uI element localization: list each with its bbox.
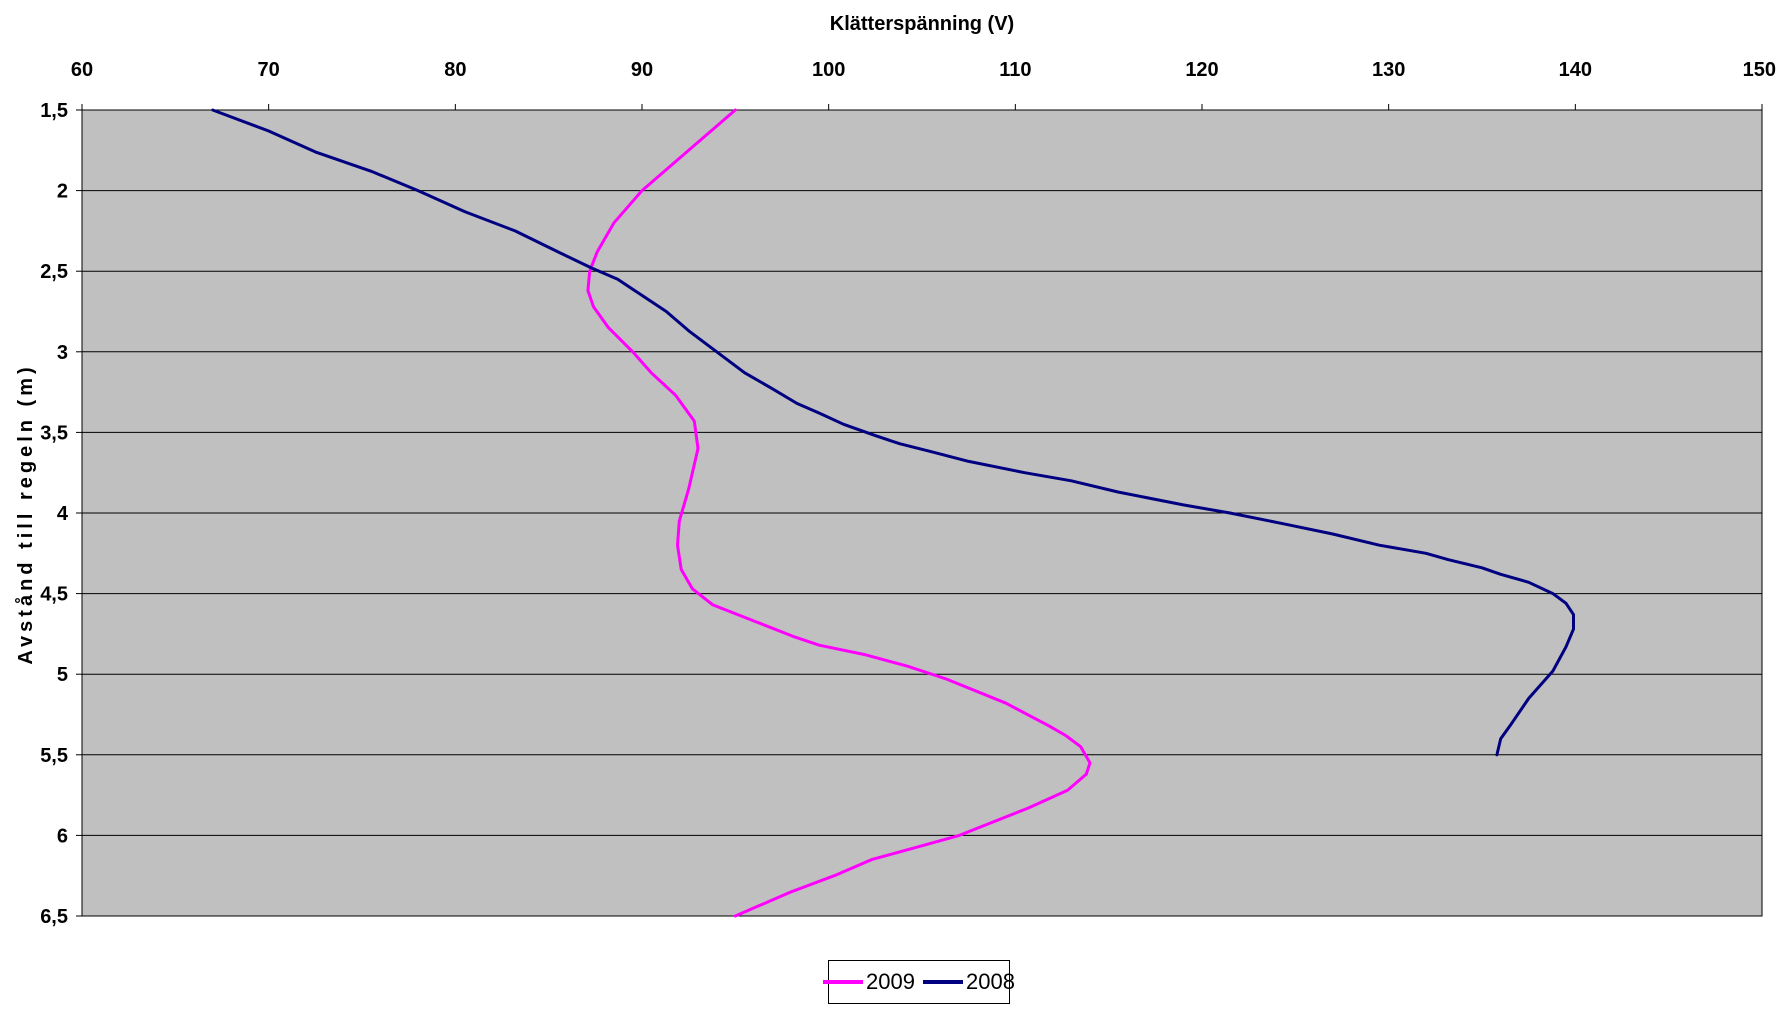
- y-tick-label: 2: [57, 181, 68, 203]
- series-line-2008: [211, 108, 1575, 757]
- x-tick-label: 110: [999, 59, 1031, 81]
- y-tick-label: 4,5: [40, 584, 68, 606]
- series-line-2009: [586, 108, 1092, 918]
- legend-item-2008: 2008: [923, 969, 1015, 995]
- legend: 2009 2008: [823, 960, 1015, 1004]
- y-tick-label: 2,5: [40, 261, 68, 283]
- x-axis-title: Klätterspänning (V): [830, 13, 1014, 35]
- x-tick-label: 140: [1559, 59, 1592, 81]
- y-tick-label: 5,5: [40, 745, 68, 767]
- legend-item-2009: 2009: [823, 969, 915, 995]
- x-tick-label: 150: [1743, 59, 1776, 81]
- series-lines: [211, 108, 1575, 918]
- y-tick-label: 3: [57, 342, 68, 364]
- legend-label-2008: 2008: [966, 969, 1015, 994]
- x-tick-labels: 60 70 80 90 100 110 120 130 140 150: [71, 59, 1776, 81]
- x-tick-label: 130: [1372, 59, 1405, 81]
- x-tick-label: 80: [444, 59, 466, 81]
- x-tick-label: 90: [631, 59, 653, 81]
- x-tick-label: 100: [812, 59, 845, 81]
- y-tick-label: 4: [57, 503, 69, 525]
- x-tick-label: 70: [258, 59, 280, 81]
- y-tick-label: 5: [57, 664, 68, 686]
- grid-lines: [76, 104, 1763, 917]
- legend-label-2009: 2009: [866, 969, 915, 994]
- legend-swatch-2009: [823, 980, 864, 984]
- y-tick-labels: 1,5 2 2,5 3 3,5 4 4,5 5 5,5 6 6,5: [40, 100, 69, 928]
- x-tick-label: 120: [1185, 59, 1218, 81]
- legend-swatch-2008: [923, 980, 963, 984]
- y-tick-label: 1,5: [40, 100, 68, 122]
- y-tick-label: 6,5: [40, 906, 68, 928]
- y-tick-label: 3,5: [40, 422, 68, 444]
- y-axis-title: Avstånd till regeln (m): [14, 363, 37, 664]
- x-tick-label: 60: [71, 59, 93, 81]
- y-tick-label: 6: [57, 825, 68, 847]
